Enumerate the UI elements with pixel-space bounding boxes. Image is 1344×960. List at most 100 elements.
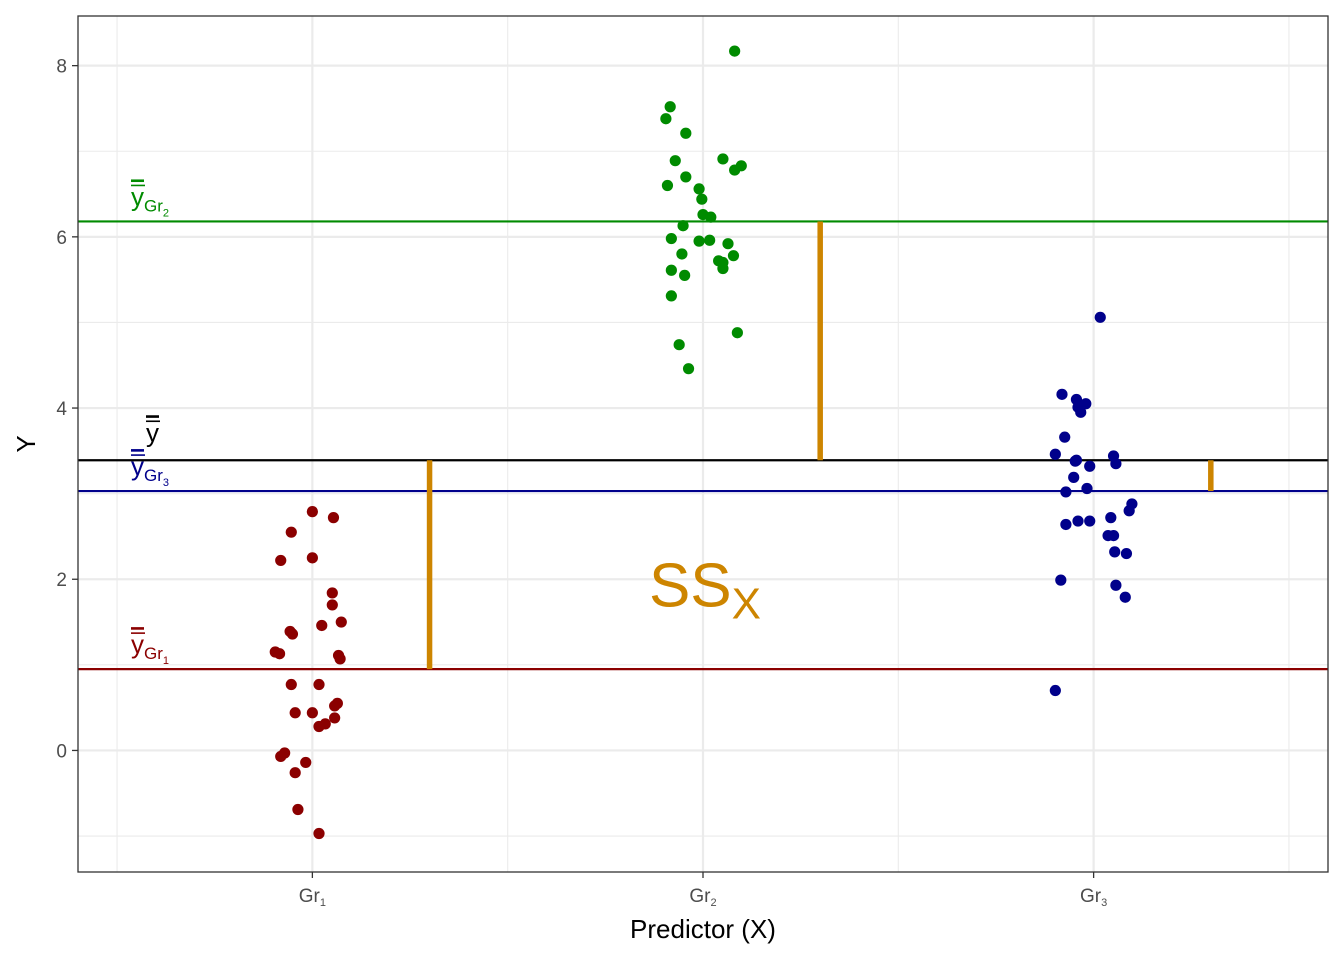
data-point	[292, 803, 304, 816]
data-point	[1123, 505, 1135, 517]
data-point	[1060, 518, 1072, 531]
data-point	[326, 587, 338, 599]
x-tick-sub: 2	[710, 897, 716, 909]
data-point	[665, 264, 677, 276]
data-point	[334, 653, 346, 665]
data-point	[717, 262, 729, 275]
data-point	[727, 250, 740, 262]
data-point	[677, 220, 689, 232]
data-point	[306, 506, 318, 518]
ss-segments	[426, 221, 1214, 670]
data-point	[1105, 512, 1117, 524]
data-point	[289, 767, 301, 779]
data-point	[676, 248, 688, 260]
data-point	[327, 512, 340, 524]
x-tick-label: Gr1	[299, 886, 326, 909]
data-point	[1081, 482, 1093, 495]
data-point	[1075, 406, 1087, 418]
x-axis-title: Predictor (X)	[630, 914, 776, 944]
x-tick-sub: 3	[1101, 897, 1107, 909]
data-point	[1110, 458, 1122, 470]
major-gridlines	[78, 16, 1328, 872]
x-tick-main: Gr	[299, 886, 321, 907]
mean-label-y: y	[131, 629, 144, 659]
data-point	[705, 211, 717, 223]
y-tick-label: 6	[56, 228, 67, 249]
mean-label: y	[146, 417, 159, 447]
data-point	[682, 363, 695, 375]
data-point	[1059, 431, 1071, 443]
x-tick-label: Gr2	[689, 886, 716, 909]
mean-label-y: y	[131, 451, 144, 481]
data-point	[660, 113, 672, 125]
data-point	[285, 678, 297, 691]
data-point	[313, 678, 325, 691]
data-point	[704, 234, 716, 246]
x-tick-main: Gr	[689, 886, 711, 907]
data-point	[313, 720, 325, 733]
data-point	[729, 164, 741, 176]
data-point	[306, 552, 318, 564]
data-point	[1069, 455, 1081, 467]
data-point	[300, 756, 312, 769]
x-tick-main: Gr	[1080, 886, 1102, 907]
data-point	[722, 238, 734, 250]
data-point	[1072, 515, 1084, 527]
data-point	[693, 183, 705, 195]
data-point	[289, 707, 301, 719]
mean-label: yGr1	[131, 629, 169, 667]
data-point	[286, 628, 299, 640]
data-point	[693, 235, 705, 247]
data-point	[1049, 684, 1061, 697]
data-point	[680, 171, 692, 183]
data-point	[665, 232, 677, 245]
y-axis-title: Y	[11, 435, 41, 452]
mean-label-sub: Gr	[144, 196, 163, 215]
ss-annotation-sub: X	[732, 580, 761, 629]
x-tick-sub: 1	[320, 897, 326, 909]
mean-label-index: 3	[163, 477, 169, 489]
data-point	[1107, 529, 1120, 542]
data-point	[329, 712, 341, 724]
data-point	[673, 339, 685, 351]
x-axis: Gr1 Gr2 Gr3	[299, 872, 1107, 909]
mean-label: yGr3	[131, 451, 169, 489]
data-point	[1068, 471, 1080, 483]
data-point	[1049, 448, 1061, 460]
mean-label-index: 2	[163, 207, 169, 219]
data-point	[1084, 515, 1096, 527]
data-point	[306, 707, 318, 719]
x-tick-label: Gr3	[1080, 886, 1107, 909]
data-point	[1084, 460, 1096, 472]
data-point	[279, 747, 291, 759]
data-point	[329, 700, 341, 712]
data-point	[731, 327, 743, 339]
data-point	[335, 616, 347, 628]
mean-label-y: y	[146, 417, 159, 447]
data-point	[669, 155, 681, 167]
data-point	[661, 179, 674, 192]
data-point	[313, 827, 325, 840]
data-point	[326, 599, 338, 611]
data-point	[1110, 579, 1122, 591]
data-point	[665, 290, 677, 302]
data-point	[696, 193, 708, 205]
ss-annotation-main: SS	[649, 552, 732, 621]
y-axis: 0 2 4 6 8	[56, 57, 78, 762]
ss-x-annotation: SSX	[649, 552, 761, 629]
data-point	[680, 127, 692, 139]
series-3	[1049, 311, 1138, 697]
mean-label-index: 1	[163, 655, 169, 667]
data-point	[1056, 388, 1068, 400]
data-point	[285, 526, 297, 538]
data-point	[1120, 547, 1133, 560]
mean-label-sub: Gr	[144, 466, 163, 485]
data-point	[664, 101, 676, 113]
data-point	[1060, 486, 1072, 498]
data-point	[717, 153, 729, 165]
y-tick-label: 0	[56, 741, 67, 762]
data-point	[679, 269, 691, 281]
mean-label: yGr2	[131, 181, 169, 219]
